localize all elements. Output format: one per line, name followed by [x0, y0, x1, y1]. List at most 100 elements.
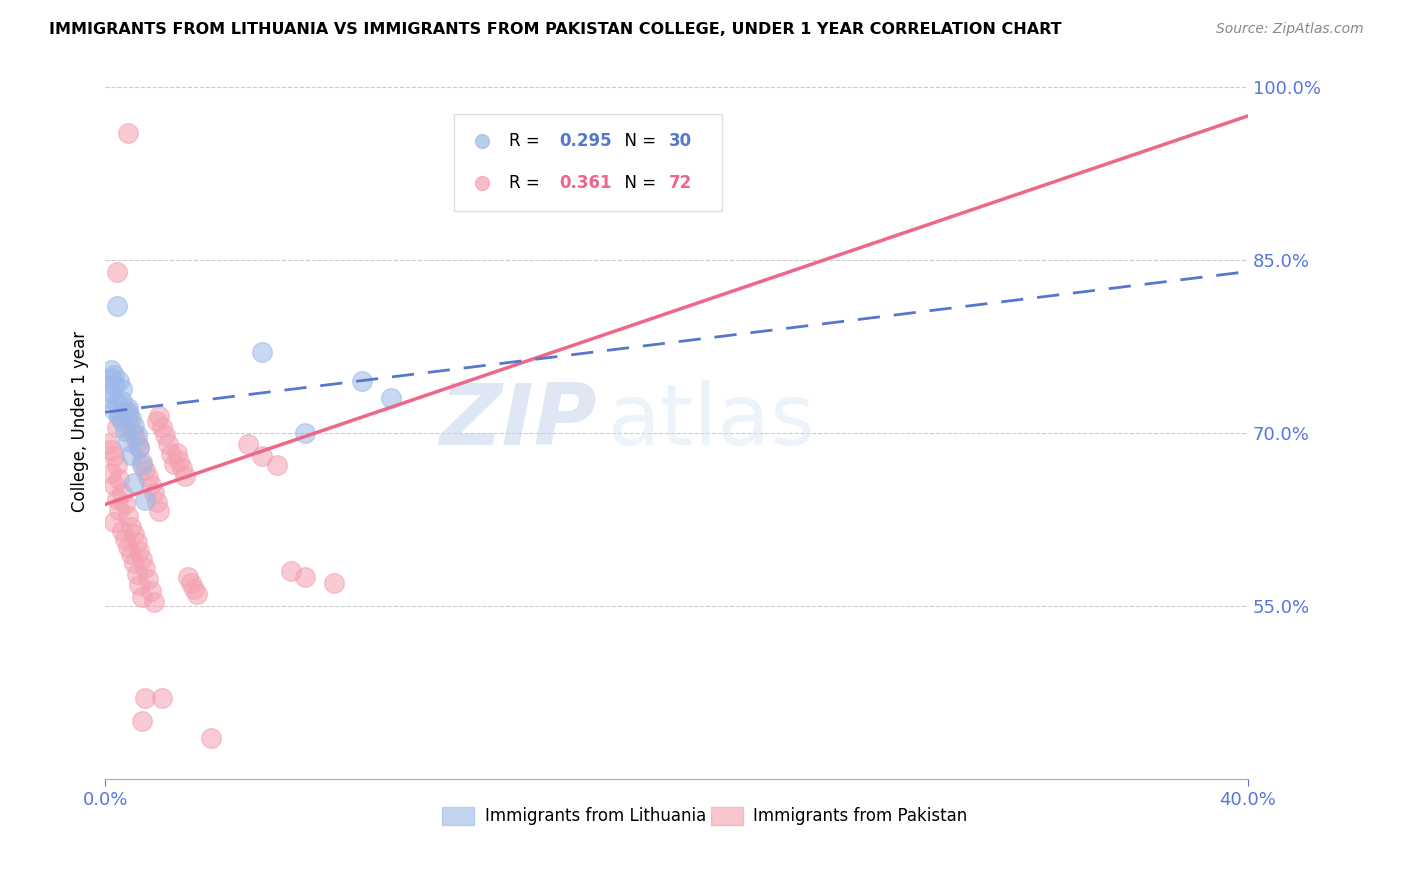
Point [145, 414, 167, 428]
Point [280, 564, 302, 578]
Point [117, 401, 139, 415]
Point [105, 264, 128, 278]
Point [150, 420, 173, 434]
Point [134, 691, 156, 706]
Point [108, 472, 131, 486]
Point [103, 478, 125, 492]
Point [117, 434, 139, 448]
Text: IMMIGRANTS FROM LITHUANIA VS IMMIGRANTS FROM PAKISTAN COLLEGE, UNDER 1 YEAR CORR: IMMIGRANTS FROM LITHUANIA VS IMMIGRANTS … [49, 22, 1062, 37]
Point [183, 582, 205, 596]
Point [177, 570, 200, 584]
Point [103, 449, 125, 463]
Point [111, 486, 134, 500]
Text: Immigrants from Pakistan: Immigrants from Pakistan [754, 807, 967, 825]
Point [252, 345, 274, 359]
Point [108, 503, 131, 517]
Point [322, 575, 344, 590]
Point [100, 467, 122, 481]
Point [100, 443, 122, 458]
Point [131, 458, 153, 473]
Y-axis label: College, Under 1 year: College, Under 1 year [72, 331, 89, 512]
Point [157, 437, 180, 451]
Point [120, 520, 142, 534]
Point [134, 561, 156, 575]
Point [117, 409, 139, 423]
Point [172, 460, 194, 475]
Point [160, 447, 183, 461]
Point [294, 570, 316, 584]
Point [169, 453, 191, 467]
Point [266, 458, 288, 473]
Point [100, 385, 122, 400]
Point [111, 414, 134, 428]
Point [1036, 272, 1059, 286]
Point [163, 457, 186, 471]
Point [100, 362, 122, 376]
Point [1036, 203, 1059, 218]
Point [105, 491, 128, 506]
Point [105, 299, 128, 313]
Point [380, 392, 402, 406]
Point [128, 440, 150, 454]
Point [180, 575, 202, 590]
Point [174, 468, 197, 483]
Point [148, 504, 170, 518]
Text: 30: 30 [668, 131, 692, 150]
Point [352, 374, 374, 388]
Point [117, 405, 139, 419]
Text: N =: N = [613, 175, 661, 193]
Point [114, 424, 136, 438]
Point [100, 370, 122, 384]
Point [134, 492, 156, 507]
Point [114, 532, 136, 546]
Point [186, 587, 208, 601]
FancyBboxPatch shape [711, 807, 742, 825]
Point [97, 392, 120, 406]
Point [122, 556, 145, 570]
Text: Immigrants from Lithuania: Immigrants from Lithuania [485, 807, 706, 825]
Point [125, 566, 148, 581]
Point [111, 393, 134, 408]
Point [145, 495, 167, 509]
Point [142, 486, 165, 500]
Text: 0.361: 0.361 [558, 175, 612, 193]
Point [125, 428, 148, 442]
Point [166, 445, 188, 459]
Point [128, 543, 150, 558]
Point [131, 590, 153, 604]
Point [111, 405, 134, 419]
Point [131, 714, 153, 728]
Point [252, 449, 274, 463]
Point [108, 409, 131, 423]
Point [236, 437, 259, 451]
Point [108, 409, 131, 423]
Point [117, 540, 139, 554]
Point [103, 377, 125, 392]
Text: R =: R = [509, 131, 544, 150]
Point [200, 731, 222, 746]
Point [120, 547, 142, 561]
Point [120, 448, 142, 462]
Point [125, 435, 148, 450]
Point [108, 374, 131, 388]
Point [148, 409, 170, 423]
Text: ZIP: ZIP [439, 380, 596, 463]
Point [97, 437, 120, 451]
Point [105, 396, 128, 410]
Text: Source: ZipAtlas.com: Source: ZipAtlas.com [1216, 22, 1364, 37]
Point [103, 368, 125, 383]
Point [125, 535, 148, 549]
Point [128, 441, 150, 455]
Point [122, 475, 145, 490]
Text: 72: 72 [668, 175, 692, 193]
Point [111, 382, 134, 396]
Point [131, 551, 153, 566]
Point [136, 572, 159, 586]
Point [150, 691, 173, 706]
Point [294, 425, 316, 440]
Point [142, 595, 165, 609]
Text: 0.295: 0.295 [558, 131, 612, 150]
Point [103, 515, 125, 529]
Point [103, 403, 125, 417]
FancyBboxPatch shape [443, 807, 474, 825]
